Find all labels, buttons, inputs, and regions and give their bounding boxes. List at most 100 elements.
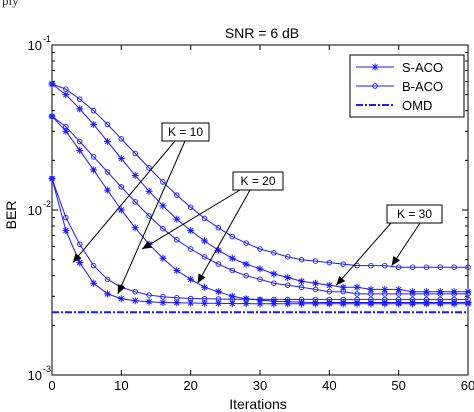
data-point-circle xyxy=(90,107,97,114)
data-point-star xyxy=(298,298,306,306)
data-point-circle xyxy=(63,214,69,221)
annotation-box xyxy=(232,171,284,191)
data-point-circle xyxy=(229,267,236,274)
data-point-star xyxy=(62,127,70,135)
data-point-circle xyxy=(215,261,222,267)
data-point-star xyxy=(117,206,125,214)
data-point-circle xyxy=(160,179,166,185)
data-point-star xyxy=(284,298,292,306)
data-point-circle xyxy=(284,254,291,260)
x-tick-label: 50 xyxy=(391,378,405,393)
annotation-arrow-head xyxy=(117,284,126,294)
annotation-arrow xyxy=(335,222,392,286)
data-point-star xyxy=(201,237,209,245)
data-point-circle xyxy=(76,96,83,102)
data-point-star xyxy=(173,299,181,307)
data-point-star xyxy=(103,186,111,194)
data-point-star xyxy=(422,299,430,307)
data-point-star xyxy=(48,175,56,183)
data-point-star xyxy=(422,288,430,296)
data-point-circle xyxy=(326,259,333,266)
y-tick-exponent: -3 xyxy=(43,364,51,374)
annotation-arrow-head xyxy=(142,240,152,250)
data-point-circle xyxy=(451,264,457,270)
legend-marker-circle xyxy=(372,83,378,89)
data-point-star xyxy=(436,299,444,307)
data-point-circle xyxy=(90,262,97,269)
data-point-circle xyxy=(63,123,69,130)
annotation-arrow xyxy=(117,140,186,295)
data-point-star xyxy=(103,138,111,146)
data-point-circle xyxy=(243,240,249,246)
data-point-circle xyxy=(76,241,83,248)
x-tick-label: 40 xyxy=(322,378,336,393)
data-point-star xyxy=(256,300,264,308)
y-tick-exponent: -1 xyxy=(43,34,51,44)
data-point-circle xyxy=(174,192,180,198)
data-point-star xyxy=(256,265,264,273)
y-tick-exponent: -2 xyxy=(43,199,51,209)
data-point-star xyxy=(76,259,84,267)
y-axis-label: BER xyxy=(3,201,19,230)
data-point-star xyxy=(395,285,403,293)
data-point-star xyxy=(214,299,222,307)
data-point-circle xyxy=(132,288,138,295)
data-point-circle xyxy=(132,150,138,157)
data-point-circle xyxy=(49,81,55,87)
data-point-circle xyxy=(49,175,55,182)
chart-title: SNR = 6 dB xyxy=(225,25,299,41)
legend-label: S-ACO xyxy=(402,60,443,75)
data-point-circle xyxy=(298,284,305,291)
data-point-star xyxy=(256,296,264,304)
data-point-star xyxy=(325,281,333,289)
data-point-star xyxy=(339,299,347,307)
data-point-star xyxy=(173,266,181,274)
data-point-star xyxy=(131,224,139,232)
data-point-star xyxy=(450,288,458,296)
data-point-star xyxy=(450,299,458,307)
data-point-star xyxy=(201,299,209,307)
data-point-star xyxy=(228,292,236,300)
data-point-circle xyxy=(146,165,152,171)
data-point-star xyxy=(76,146,84,154)
x-tick-label: 10 xyxy=(114,378,128,393)
legend-marker-star xyxy=(371,63,379,71)
data-point-circle xyxy=(104,121,111,128)
data-point-star xyxy=(284,273,292,281)
data-point-star xyxy=(62,227,70,235)
data-point-circle xyxy=(146,292,152,298)
data-point-star xyxy=(270,270,278,278)
data-point-star xyxy=(90,279,98,287)
data-point-star xyxy=(187,275,195,283)
data-point-circle xyxy=(187,204,194,210)
data-point-circle xyxy=(382,262,388,269)
data-point-circle xyxy=(340,261,346,267)
data-point-star xyxy=(103,290,111,298)
data-point-star xyxy=(159,254,167,262)
data-point-circle xyxy=(326,288,333,295)
data-point-star xyxy=(62,91,70,99)
data-point-star xyxy=(298,277,306,285)
annotation-arrow-head xyxy=(197,273,206,284)
data-point-star xyxy=(353,299,361,307)
data-point-circle xyxy=(312,286,319,293)
data-point-star xyxy=(339,283,347,291)
data-point-circle xyxy=(257,276,263,283)
data-point-circle xyxy=(160,294,166,300)
y-tick-label: 10 xyxy=(28,203,42,218)
x-tick-label: 20 xyxy=(183,378,197,393)
data-point-circle xyxy=(201,295,208,302)
data-point-star xyxy=(117,155,125,163)
data-point-star xyxy=(381,299,389,307)
data-point-star xyxy=(90,166,98,174)
data-point-circle xyxy=(257,246,263,252)
series-line-0 xyxy=(51,178,468,305)
annotation-label: K = 10 xyxy=(168,125,203,139)
data-point-star xyxy=(145,298,153,306)
annotation-arrow xyxy=(72,140,176,263)
data-point-star xyxy=(214,246,222,254)
data-point-star xyxy=(367,299,375,307)
data-point-circle xyxy=(354,291,360,297)
annotation-arrow-head xyxy=(336,275,346,286)
data-point-star xyxy=(395,299,403,307)
